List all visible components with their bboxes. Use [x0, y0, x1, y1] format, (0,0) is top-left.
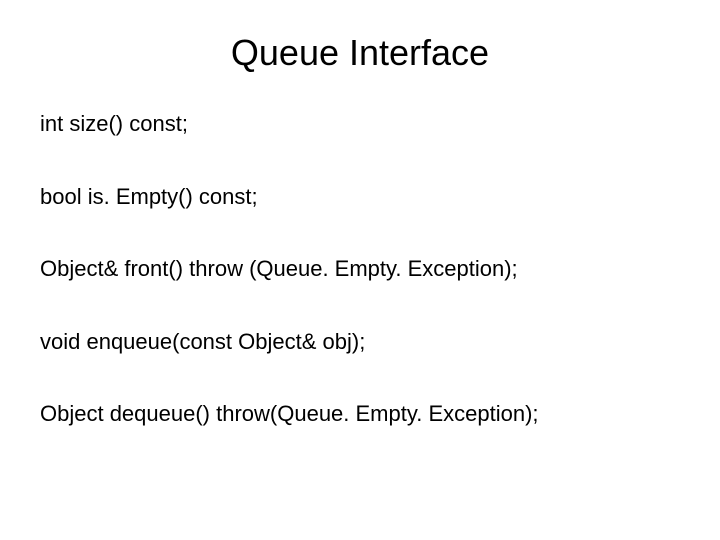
method-declaration: void enqueue(const Object& obj);: [40, 328, 680, 357]
method-declaration: bool is. Empty() const;: [40, 183, 680, 212]
method-declaration: Object& front() throw (Queue. Empty. Exc…: [40, 255, 680, 284]
slide-title: Queue Interface: [40, 32, 680, 74]
method-declaration: Object dequeue() throw(Queue. Empty. Exc…: [40, 400, 680, 429]
method-declaration: int size() const;: [40, 110, 680, 139]
